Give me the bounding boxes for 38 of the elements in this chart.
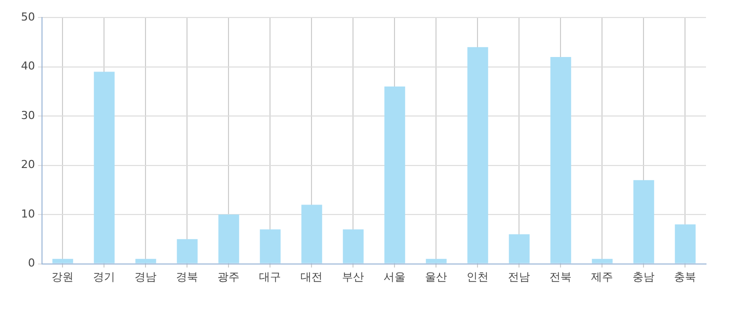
y-tick-label: 50: [20, 10, 35, 24]
bar: [260, 229, 281, 264]
y-tick-label: 10: [20, 207, 35, 220]
bar: [301, 204, 322, 264]
x-tick-label: 충남: [632, 270, 655, 284]
x-tick-label: 대전: [300, 270, 323, 284]
bar: [52, 258, 74, 264]
x-tick-label: 경기: [93, 270, 116, 284]
y-tick-label: 30: [20, 108, 35, 122]
y-tick-label: 40: [20, 60, 35, 73]
bar: [550, 56, 572, 264]
bar: [592, 258, 613, 264]
x-tick-label: 제주: [591, 270, 614, 284]
x-tick-label: 충북: [674, 270, 696, 284]
bar: [467, 47, 488, 264]
y-tick-label: 20: [20, 158, 35, 172]
bar: [426, 258, 447, 264]
x-tick-label: 전남: [508, 270, 530, 284]
x-tick-label: 부산: [342, 270, 364, 284]
bar: [94, 72, 115, 264]
x-tick-label: 강원: [52, 270, 74, 284]
bar: [342, 229, 364, 264]
x-tick-label: 경북: [176, 270, 198, 284]
bar: [218, 214, 240, 264]
x-tick-label: 울산: [425, 270, 448, 284]
bar: [176, 239, 198, 264]
x-tick-label: 서울: [384, 270, 406, 284]
bar: [508, 234, 530, 264]
x-tick-label: 인천: [466, 270, 489, 284]
x-tick-label: 경남: [134, 270, 157, 284]
bar: [674, 224, 696, 264]
bar: [633, 180, 654, 264]
x-tick-label: 광주: [218, 270, 240, 284]
x-tick-label: 대구: [259, 270, 282, 284]
x-tick-label: 전북: [550, 270, 572, 284]
bar: [135, 258, 156, 264]
bar: [384, 86, 406, 264]
y-tick-label: 0: [28, 256, 35, 270]
